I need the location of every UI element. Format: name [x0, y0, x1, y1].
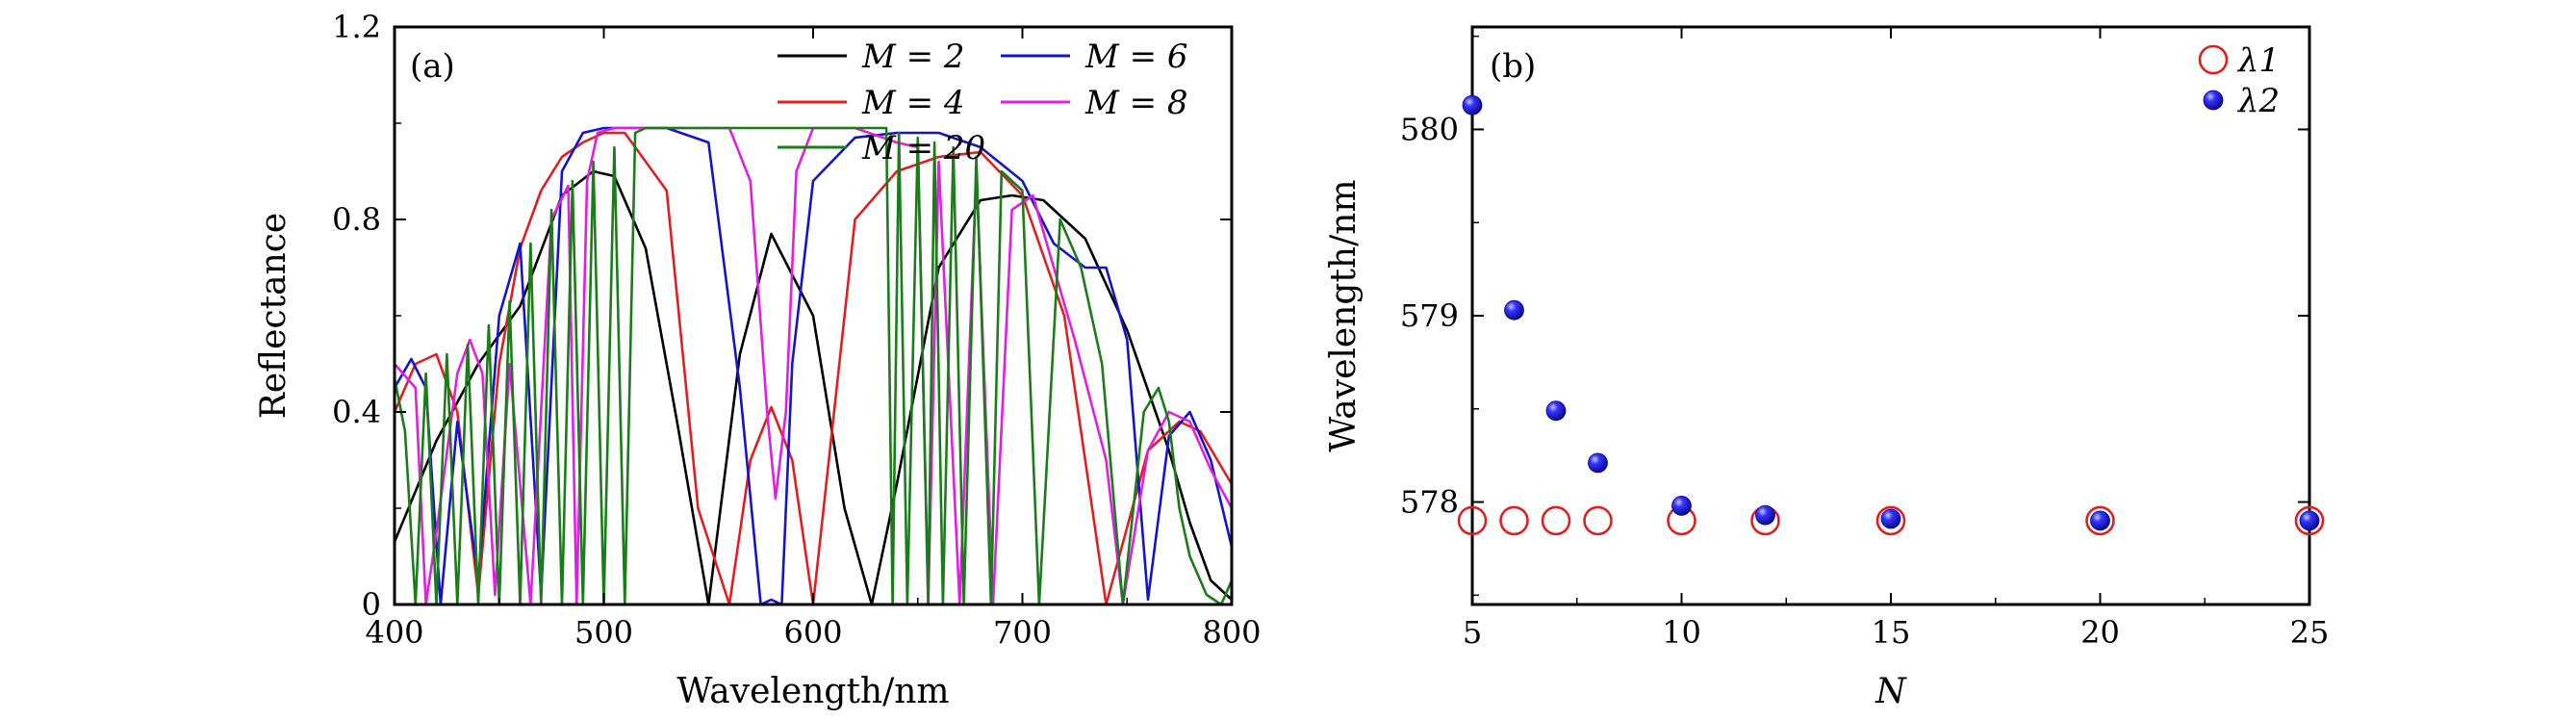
- series-line-m20: [395, 126, 1232, 604]
- lambda2-point: [1588, 452, 1608, 474]
- series-line-m8: [395, 126, 1232, 604]
- panel-a-xtick-label: 600: [783, 614, 842, 651]
- series-line-m4: [395, 131, 1232, 604]
- panel-b-xtick-label: 10: [1662, 614, 1701, 651]
- lambda1-point: [1583, 505, 1613, 536]
- panel-a-xtick-label: 500: [574, 614, 633, 651]
- lambda2-point: [1545, 400, 1567, 422]
- legend-label-m6: M = 6: [1084, 38, 1188, 76]
- panel-a-label: (a): [410, 47, 455, 86]
- panel-b-ytick-label: 578: [1400, 484, 1459, 521]
- lambda2-point: [2090, 510, 2110, 531]
- panel-a-xtick-label: 800: [1202, 614, 1261, 651]
- panel-a-ytick-label: 0.4: [332, 394, 381, 430]
- panel-a-xtick-label: 400: [365, 614, 423, 651]
- lambda2-point: [1504, 299, 1524, 321]
- panel-b-xlabel: N: [1875, 672, 1907, 711]
- lambda1-point: [1457, 505, 1488, 536]
- series-line-m6: [395, 126, 1232, 604]
- panel-b-xtick-label: 15: [1872, 614, 1911, 651]
- panel-b-xtick-label: 25: [2290, 614, 2330, 651]
- panel-b-ylabel: Wavelength/nm: [1324, 179, 1364, 451]
- lambda1-point: [1541, 505, 1571, 536]
- panel-b-xtick-label: 20: [2080, 614, 2120, 651]
- lambda1-point: [2085, 505, 2115, 536]
- panel-a-ytick-label: 1.2: [332, 9, 381, 45]
- legend-marker-lambda2: [2203, 90, 2224, 111]
- panel-b-points-group: [1457, 94, 2325, 536]
- lambda2-point: [1755, 504, 1775, 526]
- legend-label-m2: M = 2: [861, 38, 965, 76]
- panel-a-xtick-label: 700: [993, 614, 1052, 651]
- panel-a-series-group: [395, 126, 1232, 604]
- panel-b-label: (b): [1490, 47, 1536, 86]
- lambda1-point: [2294, 505, 2325, 536]
- panel-a-ytick-label: 0: [362, 586, 381, 623]
- panel-b-ticks: 5 10 15 20 25 578 579 580: [1400, 27, 2329, 651]
- lambda2-point: [1462, 94, 1483, 116]
- lambda1-point: [1499, 505, 1529, 536]
- legend-label-lambda2: λ2: [2236, 82, 2280, 120]
- lambda1-point: [1875, 505, 1906, 536]
- panel-a-ylabel: Reflectance: [254, 213, 293, 419]
- panel-a: 400 500 600 700 800 0 0.4 0.8 1.2 (a) Wavelength…: [254, 9, 1262, 711]
- panel-a-xlabel: Wavelength/nm: [676, 672, 949, 711]
- panel-b-ytick-label: 580: [1400, 111, 1459, 147]
- legend-label-lambda1: λ1: [2236, 41, 2280, 80]
- panel-a-legend: M = 2 M = 4 M = 6 M = 8 M = 20: [778, 38, 1188, 167]
- legend-marker-lambda1: [2198, 44, 2229, 75]
- legend-label-m8: M = 8: [1084, 84, 1188, 122]
- series-line-m2: [395, 169, 1232, 604]
- panel-b: 5 10 15 20 25 578 579 580 (b) N Wavelength/nm λ…: [1324, 25, 2329, 711]
- panel-a-ticks: 400 500 600 700 800 0 0.4 0.8 1.2: [332, 9, 1261, 651]
- panel-a-ytick-label: 0.8: [332, 201, 381, 238]
- lambda2-point: [2299, 510, 2320, 531]
- panel-b-ytick-label: 579: [1400, 297, 1459, 334]
- lambda2-point: [1671, 496, 1692, 516]
- panel-b-xtick-label: 5: [1463, 614, 1482, 651]
- legend-label-m4: M = 4: [861, 84, 965, 122]
- lambda2-point: [1880, 508, 1901, 529]
- legend-label-m20: M = 20: [861, 129, 985, 167]
